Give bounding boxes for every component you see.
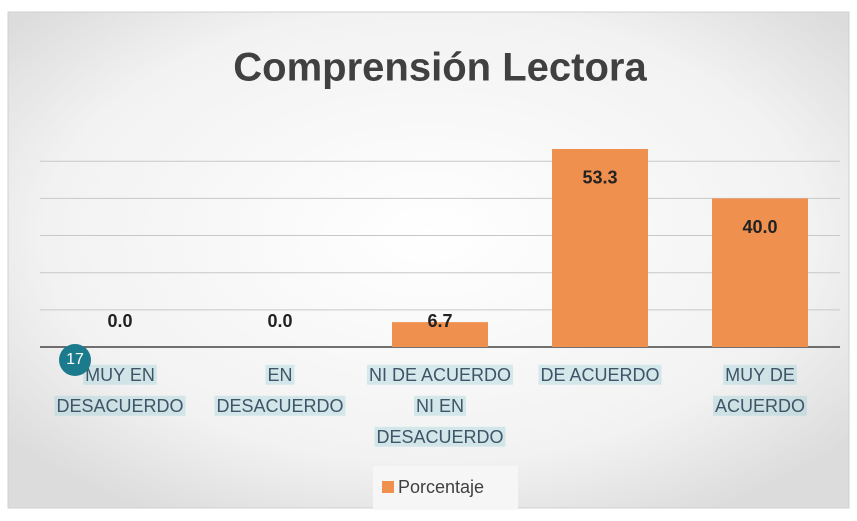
label-highlight: [413, 395, 467, 416]
label-highlight: [538, 364, 662, 385]
legend-swatch: [382, 481, 394, 493]
x-tick-label: DESACUERDO: [56, 396, 183, 416]
x-tick-label: MUY EN: [85, 365, 155, 385]
x-tick-label: MUY DE: [725, 365, 795, 385]
x-tick-label: NI DE ACUERDO: [369, 365, 511, 385]
slide-badge: [59, 344, 91, 376]
label-highlight: [214, 395, 346, 416]
label-highlight: [83, 364, 157, 385]
data-label: 0.0: [107, 311, 132, 331]
x-tick-label: NI EN: [416, 396, 464, 416]
data-label: 40.0: [742, 217, 777, 237]
legend-box: [373, 466, 518, 510]
chart-title: Comprensión Lectora: [233, 46, 647, 90]
data-label: 0.0: [267, 311, 292, 331]
label-highlight: [54, 395, 186, 416]
x-tick-label: DESACUERDO: [216, 396, 343, 416]
x-tick-label: ACUERDO: [715, 396, 805, 416]
bar: [712, 198, 808, 347]
x-tick-label: DE ACUERDO: [540, 365, 659, 385]
label-highlight: [712, 395, 808, 416]
x-tick-label: DESACUERDO: [376, 427, 503, 447]
bar: [552, 148, 648, 347]
label-highlight: [374, 426, 506, 447]
label-highlight: [366, 364, 514, 385]
bar: [392, 322, 488, 347]
data-label: 6.7: [427, 311, 452, 331]
legend-label: Porcentaje: [398, 477, 484, 497]
data-label: 53.3: [582, 168, 617, 188]
slide-number: 17: [66, 351, 84, 368]
chart-area: [7, 11, 850, 509]
label-highlight: [265, 364, 295, 385]
label-highlight: [723, 364, 797, 385]
x-tick-label: EN: [267, 365, 292, 385]
